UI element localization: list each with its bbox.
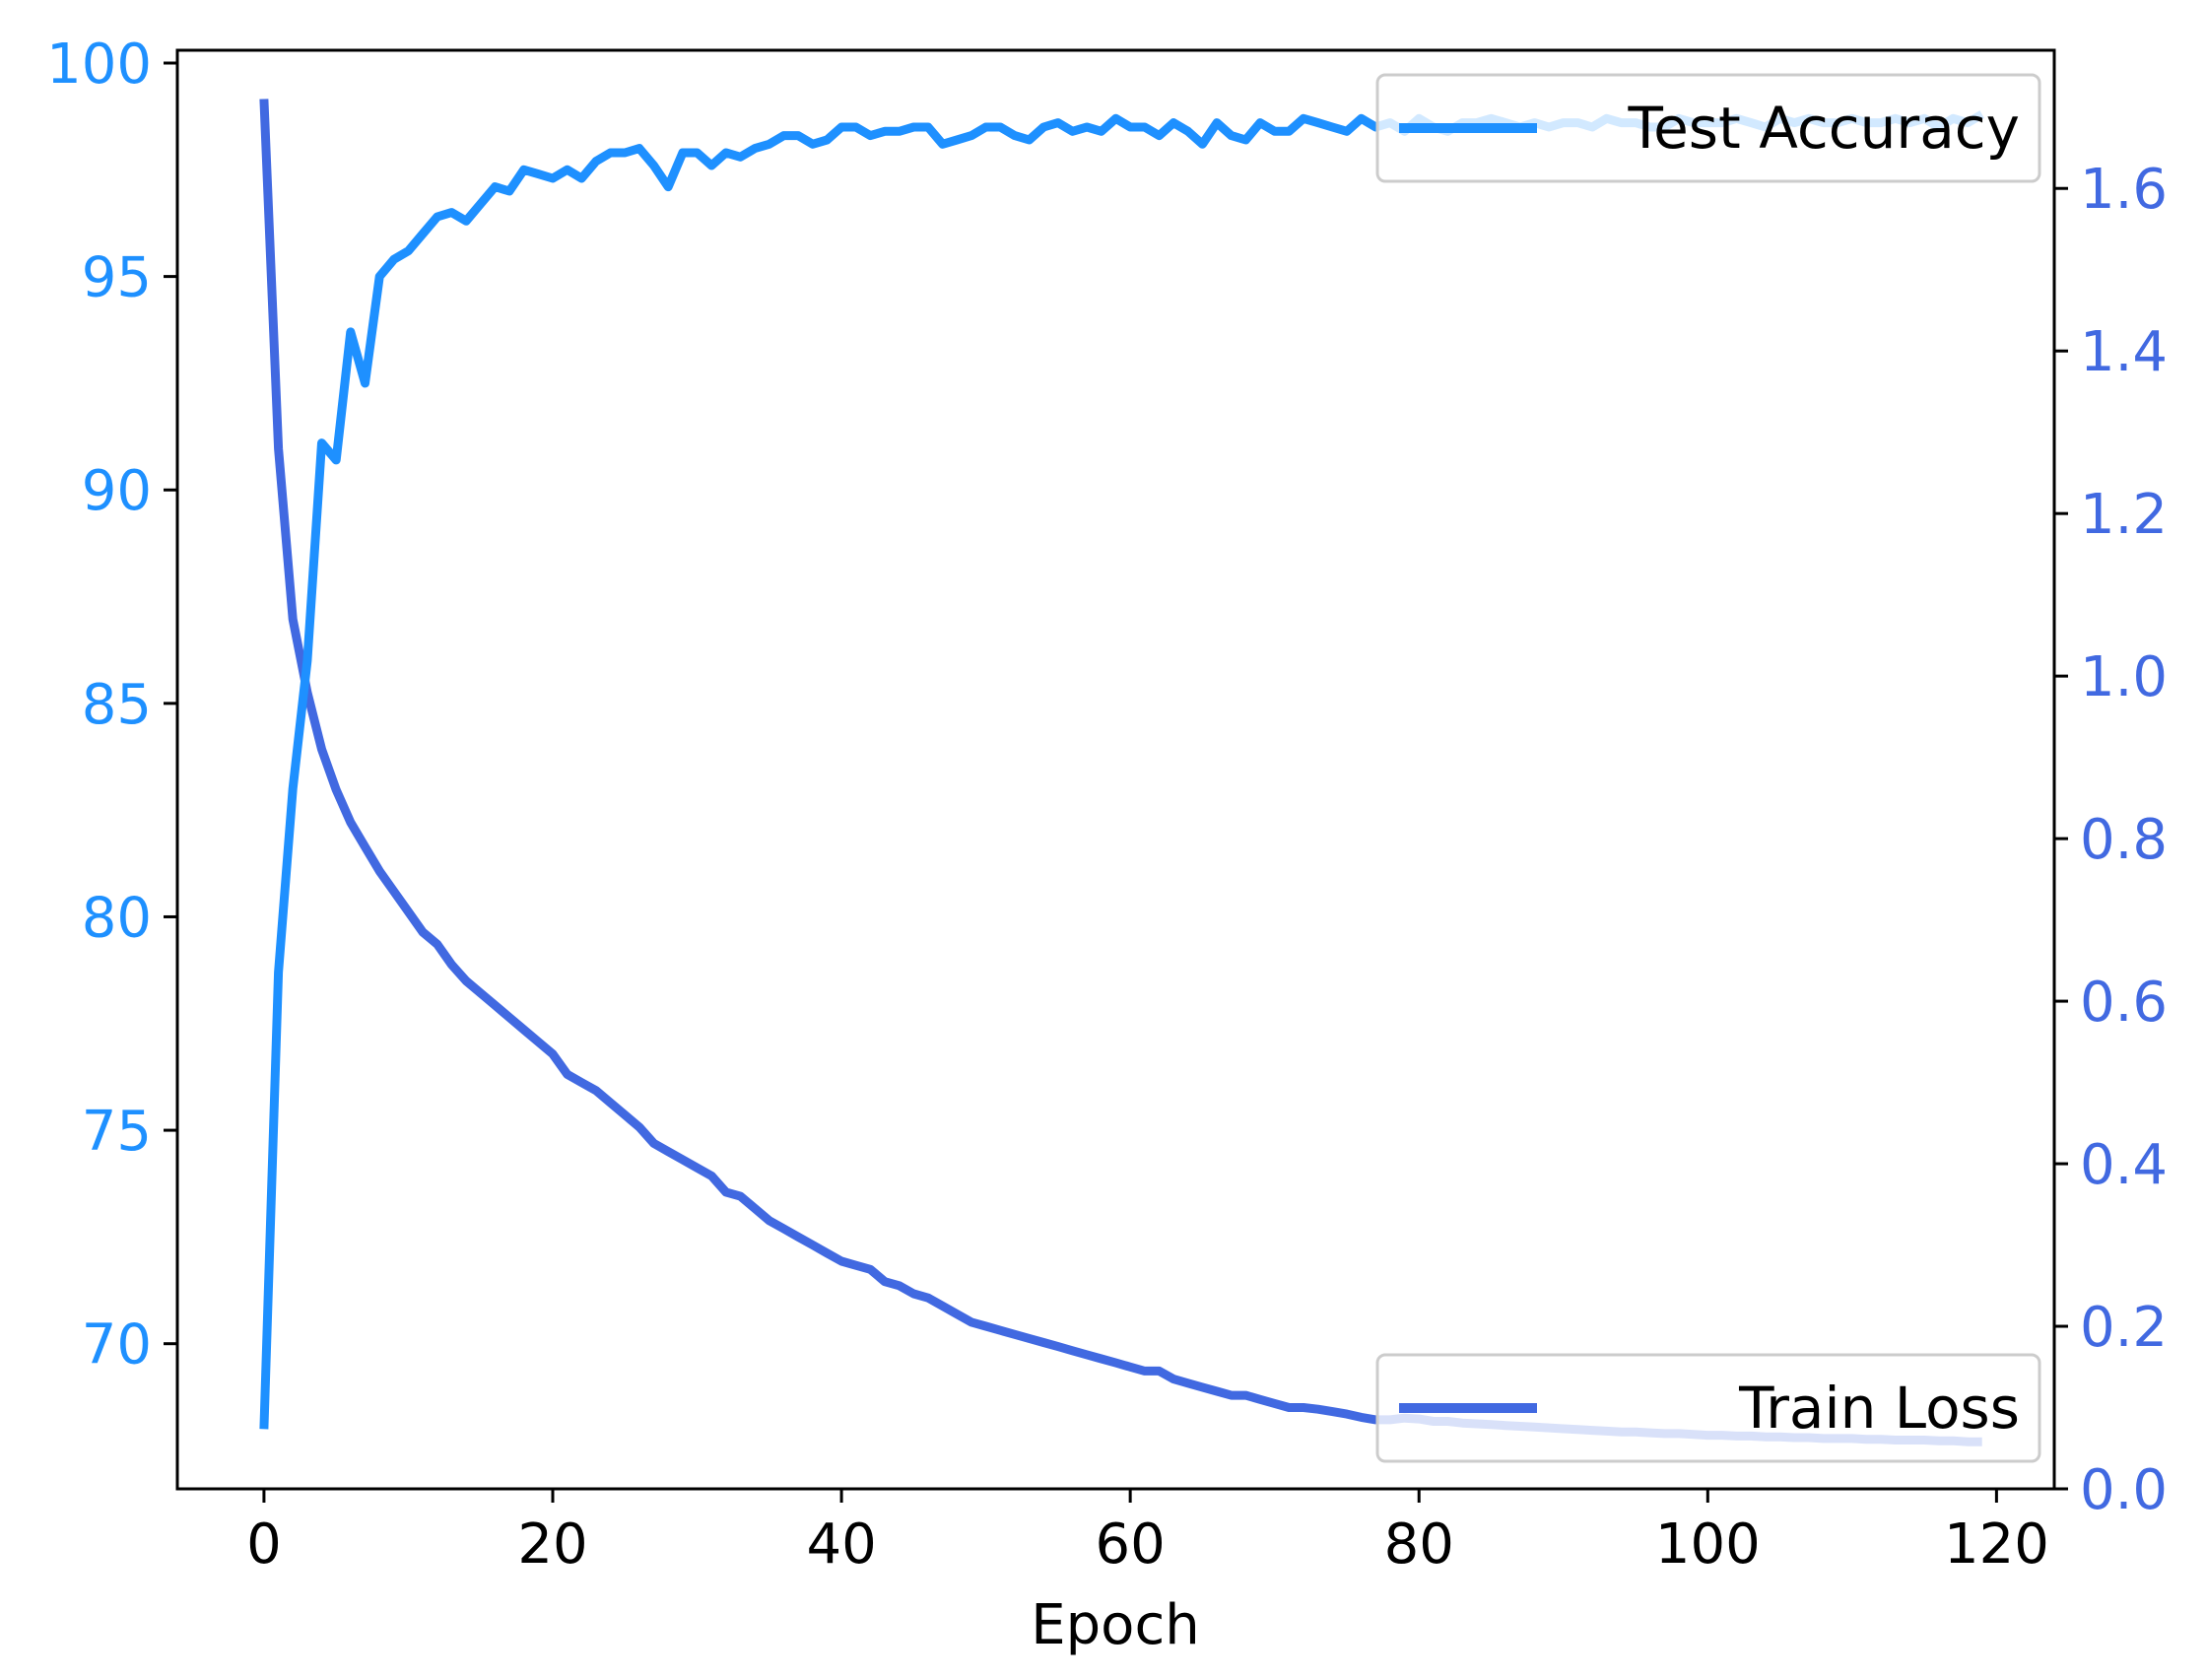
x-tick-label: 60 — [1096, 1512, 1166, 1577]
y-right-tick-label: 1.6 — [2080, 158, 2168, 222]
x-tick-label: 100 — [1655, 1512, 1761, 1577]
legend-train-loss: Train Loss — [1375, 1353, 2041, 1463]
legend-box — [1375, 1353, 2041, 1463]
y-left-tick-label: 75 — [82, 1100, 152, 1164]
y-left-tick-label: 90 — [82, 459, 152, 523]
y-left-tick-label: 95 — [82, 246, 152, 310]
y-right-tick-label: 1.4 — [2080, 320, 2168, 384]
legend-label: Train Loss — [1738, 1375, 2020, 1442]
x-axis-label: Epoch — [1031, 1593, 1199, 1657]
series-line-train-loss — [259, 99, 1982, 1446]
series-line-test-accuracy — [259, 110, 1984, 1430]
x-tick-label: 120 — [1944, 1512, 2049, 1577]
x-tick-label: 20 — [517, 1512, 587, 1577]
series-layer — [259, 99, 1984, 1446]
y-right-tick-label: 0.4 — [2080, 1133, 2168, 1197]
y-right-tick-label: 1.0 — [2080, 645, 2168, 709]
x-tick-label: 40 — [806, 1512, 876, 1577]
y-left-tick-label: 70 — [82, 1313, 152, 1378]
axes-layer: 0 20 40 60 80 100 120 70 75 80 85 90 95 100 0.0 0.2 0.4 0… — [46, 33, 2168, 1577]
y-right-tick-label: 0.0 — [2080, 1458, 2168, 1522]
legend-test-accuracy: Test Accuracy — [1375, 73, 2041, 183]
y-left-tick-label: 85 — [82, 673, 152, 737]
y-right-tick-label: 0.6 — [2080, 971, 2168, 1035]
x-tick-label: 0 — [246, 1512, 282, 1577]
legend-layer: Test Accuracy Train Loss — [1375, 73, 2041, 1463]
legend-label: Test Accuracy — [1628, 95, 2020, 162]
y-left-tick-label: 80 — [82, 886, 152, 950]
plot-frame — [175, 48, 2056, 1491]
legend-box — [1375, 73, 2041, 183]
y-right-tick-label: 1.2 — [2080, 483, 2168, 547]
y-right-tick-label: 0.8 — [2080, 808, 2168, 872]
x-tick-label: 80 — [1384, 1512, 1454, 1577]
y-right-tick-label: 0.2 — [2080, 1296, 2168, 1360]
y-left-tick-label: 100 — [46, 33, 152, 97]
